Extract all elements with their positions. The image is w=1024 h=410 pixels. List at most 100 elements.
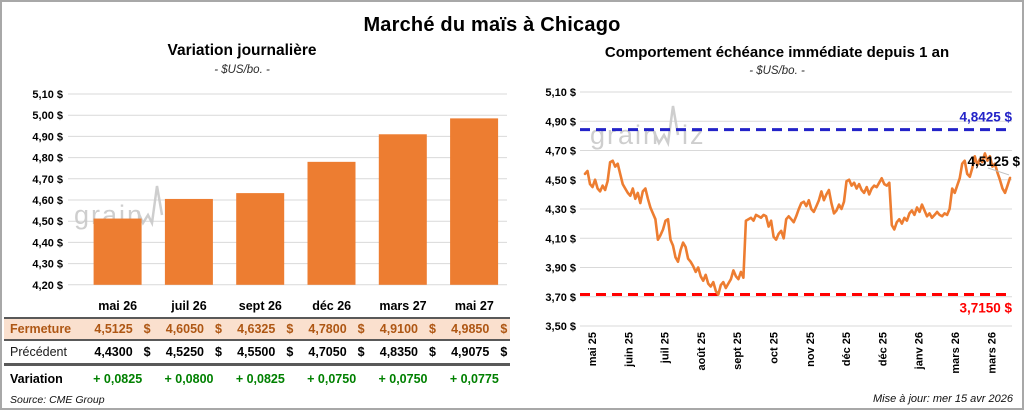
x-tick-label: oct 25 bbox=[769, 332, 781, 364]
source-note: Source: CME Group bbox=[10, 394, 105, 406]
bar-juil-26 bbox=[164, 198, 213, 285]
value-number: 4,8350 bbox=[379, 345, 418, 359]
value-number: 4,9850 bbox=[451, 322, 490, 336]
column-header-mai-26: mai 26 bbox=[98, 298, 138, 313]
value-unit: $ bbox=[143, 322, 151, 336]
resistance-label: 4,8425 $ bbox=[959, 110, 1012, 125]
value-unit: $ bbox=[357, 345, 365, 359]
y-tick-label: 4,40 $ bbox=[32, 237, 63, 249]
table-row-precedent: Précédent 4,4300 $4,5250 $4,5500 $4,7050 $4,8… bbox=[4, 341, 510, 366]
line-chart-subtitle: - $US/bo. - bbox=[749, 65, 805, 77]
value-number: 4,4300 bbox=[94, 345, 133, 359]
bar-chart-title: Variation journalière bbox=[167, 42, 317, 59]
y-tick-label: 4,30 $ bbox=[545, 204, 576, 216]
page-title: Marché du maïs à Chicago bbox=[363, 14, 621, 36]
fermeture-value: 4,6050 $ bbox=[153, 322, 224, 336]
fermeture-value: 4,7800 $ bbox=[296, 322, 367, 336]
value-unit: $ bbox=[286, 322, 294, 336]
value-number: 4,6050 bbox=[165, 322, 204, 336]
value-number: 4,5500 bbox=[237, 345, 276, 359]
y-tick-label: 4,70 $ bbox=[545, 146, 576, 158]
column-header-déc-26: déc 26 bbox=[312, 298, 352, 313]
y-tick-label: 3,50 $ bbox=[545, 321, 576, 333]
column-header-mai-27: mai 27 bbox=[454, 298, 494, 313]
y-tick-label: 4,60 $ bbox=[32, 195, 63, 207]
x-tick-label: mars 26 bbox=[950, 332, 962, 374]
value-number: 4,7800 bbox=[308, 322, 347, 336]
row-label-variation: Variation bbox=[10, 372, 63, 386]
value-unit: $ bbox=[143, 345, 151, 359]
column-header-sept-26: sept 26 bbox=[238, 298, 282, 313]
y-tick-label: 5,00 $ bbox=[32, 110, 63, 122]
variation-value: + 0,0825 bbox=[93, 372, 143, 386]
watermark-zigzag bbox=[136, 185, 164, 228]
watermark-text: grain bbox=[590, 120, 660, 150]
precedent-value: 4,4300 $ bbox=[82, 345, 153, 359]
row-label-fermeture: Fermeture bbox=[10, 322, 72, 336]
value-number: 4,7050 bbox=[308, 345, 347, 359]
line-chart: 5,10 $ 4,90 $ 4,70 $ 4,50 $ 4,30 $ 4,10 $ 3,90… bbox=[545, 87, 1020, 374]
y-tick-label: 4,30 $ bbox=[32, 259, 63, 271]
bar-mai-27 bbox=[450, 118, 499, 285]
x-tick-label: déc 25 bbox=[877, 332, 889, 366]
value-unit: $ bbox=[286, 345, 294, 359]
x-tick-label: déc 25 bbox=[841, 332, 853, 366]
support-label: 3,7150 $ bbox=[959, 301, 1012, 316]
column-header-mars-27: mars 27 bbox=[379, 298, 427, 313]
x-tick-label: juin 25 bbox=[623, 332, 635, 368]
x-tick-label: nov 25 bbox=[805, 332, 817, 367]
variation-value: + 0,0775 bbox=[449, 372, 499, 386]
table-row-fermeture: Fermeture 4,5125 $4,6050 $4,6325 $4,7800 $4,9… bbox=[4, 317, 510, 341]
fermeture-value: 4,9100 $ bbox=[367, 322, 438, 336]
fermeture-value: 4,5125 $ bbox=[82, 322, 153, 336]
y-tick-label: 4,90 $ bbox=[545, 116, 576, 128]
value-unit: $ bbox=[428, 322, 436, 336]
precedent-value: 4,7050 $ bbox=[296, 345, 367, 359]
value-number: 4,9100 bbox=[379, 322, 418, 336]
value-unit: $ bbox=[428, 345, 436, 359]
watermark-zigzag bbox=[652, 105, 680, 148]
y-tick-label: 4,90 $ bbox=[32, 131, 63, 143]
y-tick-label: 4,10 $ bbox=[545, 233, 576, 245]
watermark-text: iz bbox=[682, 120, 706, 150]
value-number: 4,5250 bbox=[165, 345, 204, 359]
last-price-label: 4,5125 $ bbox=[967, 154, 1020, 169]
precedent-value: 4,5250 $ bbox=[153, 345, 224, 359]
price-table: mai 26 juil 26 sept 26 déc 26 mars 27 mai 27 F… bbox=[4, 294, 510, 392]
update-note: Mise à jour: mer 15 avr 2026 bbox=[872, 393, 1013, 405]
x-tick-label: août 25 bbox=[696, 332, 708, 371]
y-tick-label: 3,70 $ bbox=[545, 292, 576, 304]
y-tick-label: 5,10 $ bbox=[32, 89, 63, 101]
x-tick-label: juil 25 bbox=[660, 332, 672, 364]
y-tick-label: 4,70 $ bbox=[32, 174, 63, 186]
y-tick-label: 4,50 $ bbox=[545, 175, 576, 187]
y-tick-label: 5,10 $ bbox=[545, 87, 576, 99]
y-tick-label: 3,90 $ bbox=[545, 263, 576, 275]
bar-sept-26 bbox=[236, 193, 285, 285]
price-line bbox=[583, 152, 1012, 296]
y-tick-label: 4,50 $ bbox=[32, 216, 63, 228]
bar-mai-26 bbox=[93, 218, 142, 285]
callout-leader bbox=[987, 167, 1010, 176]
variation-value: + 0,0800 bbox=[164, 372, 214, 386]
bar-mars-27 bbox=[378, 134, 427, 285]
value-unit: $ bbox=[214, 345, 222, 359]
value-unit: $ bbox=[214, 322, 222, 336]
column-header-juil-26: juil 26 bbox=[171, 298, 207, 313]
precedent-value: 4,8350 $ bbox=[367, 345, 438, 359]
precedent-value: 4,9075 $ bbox=[439, 345, 510, 359]
x-tick-label: mars 26 bbox=[986, 332, 998, 374]
variation-value: + 0,0750 bbox=[307, 372, 357, 386]
value-unit: $ bbox=[500, 345, 508, 359]
x-tick-label: mai 25 bbox=[587, 332, 599, 366]
x-tick-label: sept 25 bbox=[732, 332, 744, 370]
value-number: 4,5125 bbox=[94, 322, 133, 336]
x-tick-label: janv 26 bbox=[914, 332, 926, 370]
variation-value: + 0,0750 bbox=[378, 372, 428, 386]
y-tick-label: 4,20 $ bbox=[32, 280, 63, 292]
bar-chart: 5,10 $ 5,00 $ 4,90 $ 4,80 $ 4,70 $ 4,60 $ 4,50… bbox=[32, 89, 507, 292]
bar-chart-subtitle: - $US/bo. - bbox=[214, 64, 270, 76]
line-chart-title: Comportement échéance immédiate depuis 1… bbox=[604, 44, 950, 61]
value-unit: $ bbox=[500, 322, 508, 336]
